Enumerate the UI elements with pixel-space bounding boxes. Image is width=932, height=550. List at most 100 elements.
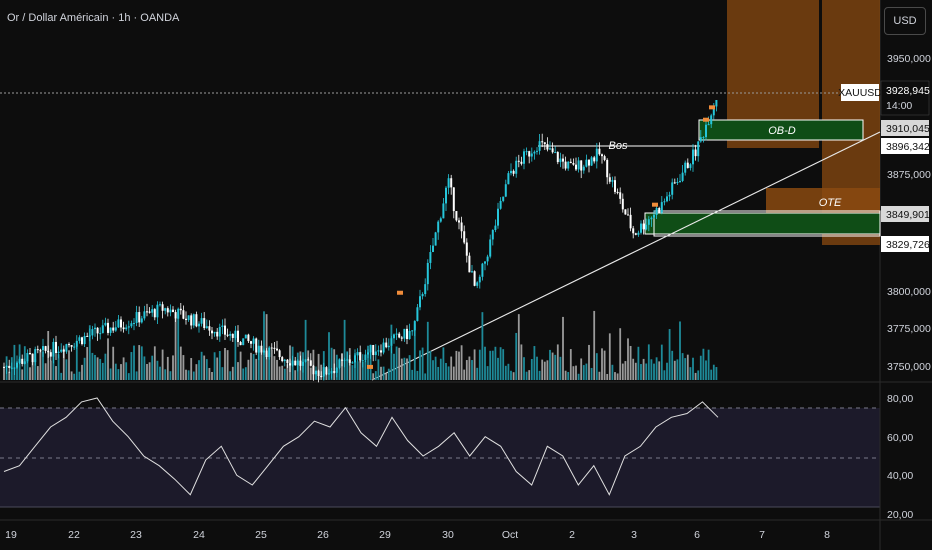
rsi-tick-20: 20,00 [887,509,913,521]
candle-body [408,330,411,340]
volume-bar [81,364,83,380]
candle-body [707,124,710,126]
volume-bar [16,361,18,380]
volume-bar [34,359,37,380]
candle-body [611,180,614,182]
level-3849-bg [881,206,929,222]
candle-body [263,350,265,353]
volume-bar [91,352,94,380]
candle-body [580,160,583,171]
volume-bar [400,358,403,380]
orange-marker [709,105,715,110]
volume-bar [611,364,614,380]
candle-body [278,350,281,358]
volume-bar [424,373,427,380]
volume-bar [286,364,289,380]
candle-body [328,373,330,375]
candle-body [291,360,294,366]
volume-bar [359,352,362,380]
volume-bar [104,353,107,380]
current-price-bg [880,80,930,116]
candle-body [60,349,63,352]
candle-body [481,263,484,277]
volume-bar [629,345,632,380]
volume-bar [536,356,538,380]
volume-bar [642,358,645,380]
candle-body [530,153,533,157]
volume-bar [268,352,271,380]
candle-body [608,177,611,182]
volume-bar [621,363,624,380]
volume-bar [36,366,39,380]
candle-body [439,218,442,222]
candle-body [83,335,86,345]
candle-body [304,359,307,362]
volume-bar [481,312,484,380]
volume-bar [73,373,76,380]
volume-bar [437,366,440,380]
volume-bar [169,371,172,380]
candle-body [205,326,208,329]
candle-body [551,148,554,153]
volume-bar [172,355,174,380]
volume-bar [94,354,96,380]
candle-body [315,370,317,375]
volume-bar [632,358,635,380]
volume-bar [647,344,650,380]
candle-body [367,352,369,355]
candle-body [380,350,382,353]
volume-bar [140,346,143,380]
currency-button[interactable]: USD [884,7,926,35]
candle-body [185,318,187,320]
candle-body [582,166,585,171]
time-label-26: 26 [317,529,329,541]
volume-bar [148,362,151,380]
volume-bar [595,353,598,380]
candle-body [515,160,518,174]
volume-bar [203,355,206,380]
volume-bar [372,373,375,380]
volume-bar [112,346,115,380]
candle-body [468,255,471,273]
volume-bar [78,371,81,380]
candle-body [705,124,707,138]
volume-bar [634,362,637,380]
candle-body [231,333,234,338]
volume-bar [507,363,510,380]
volume-bar [676,359,679,380]
candle-body [177,308,180,319]
candle-body [465,242,468,256]
time-label-7: 7 [759,529,765,541]
candle-body [426,262,429,285]
candle-body [317,370,320,377]
volume-bar [653,363,655,380]
candle-body [554,152,557,154]
candle-body [364,354,367,361]
candle-body [421,294,424,297]
candle-body [75,340,78,347]
candle-body [286,359,289,364]
candle-body [138,312,141,323]
candle-body [229,333,232,336]
volume-bar [164,369,167,380]
volume-bar [182,355,185,380]
candle-body [146,311,148,313]
candle-body [211,330,213,334]
volume-bar [385,373,388,380]
volume-bar [640,364,642,380]
candle-body [338,359,341,368]
candle-body [234,330,237,338]
candle-body [632,228,635,234]
volume-bar [99,358,102,380]
volume-bar [195,364,198,380]
volume-bar [83,357,86,380]
volume-bar [346,351,349,380]
volume-bar [616,373,619,380]
volume-bar [276,359,278,380]
volume-bar [166,356,169,380]
volume-bar [624,361,627,380]
candle-body [107,322,109,333]
candle-body [645,224,648,230]
candle-body [23,361,26,364]
